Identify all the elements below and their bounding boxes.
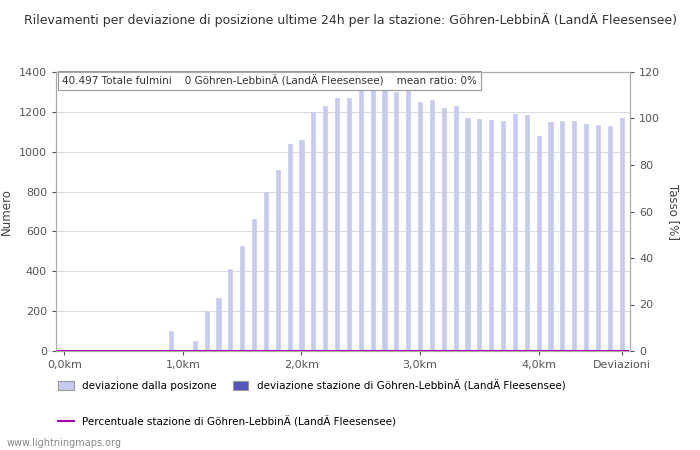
Y-axis label: Numero: Numero — [0, 188, 13, 235]
Bar — [264, 192, 268, 351]
Bar — [312, 112, 316, 351]
Bar — [347, 98, 351, 351]
Text: Rilevamenti per deviazione di posizione ultime 24h per la stazione: Göhren-Lebbi: Rilevamenti per deviazione di posizione … — [24, 14, 676, 27]
Bar — [501, 121, 505, 351]
Legend: deviazione dalla posizone, deviazione stazione di Göhren-LebbinÄ (LandÄ Fleesens: deviazione dalla posizone, deviazione st… — [54, 376, 570, 395]
Bar — [252, 220, 256, 351]
Bar — [454, 106, 458, 351]
Bar — [300, 140, 304, 351]
Bar — [358, 90, 363, 351]
Bar — [193, 341, 197, 351]
Bar — [596, 125, 600, 351]
Bar — [323, 106, 328, 351]
Bar — [584, 124, 588, 351]
Text: 40.497 Totale fulmini    0 Göhren-LebbinÄ (LandÄ Fleesensee)    mean ratio: 0%: 40.497 Totale fulmini 0 Göhren-LebbinÄ (… — [62, 75, 477, 86]
Bar — [228, 269, 232, 351]
Bar — [335, 98, 339, 351]
Bar — [216, 298, 221, 351]
Bar — [489, 120, 493, 351]
Bar — [549, 122, 552, 351]
Bar — [169, 331, 173, 351]
Bar — [418, 102, 422, 351]
Bar — [466, 118, 470, 351]
Bar — [572, 121, 576, 351]
Y-axis label: Tasso [%]: Tasso [%] — [666, 184, 680, 239]
Bar — [134, 350, 137, 351]
Bar — [204, 311, 209, 351]
Bar — [370, 88, 374, 351]
Bar — [560, 121, 564, 351]
Bar — [537, 136, 541, 351]
Legend: Percentuale stazione di Göhren-LebbinÄ (LandÄ Fleesensee): Percentuale stazione di Göhren-LebbinÄ (… — [54, 412, 400, 431]
Bar — [525, 115, 529, 351]
Bar — [240, 247, 244, 351]
Bar — [288, 144, 292, 351]
Bar — [406, 90, 410, 351]
Bar — [276, 170, 280, 351]
Bar — [382, 84, 386, 351]
Bar — [394, 92, 398, 351]
Bar — [477, 119, 482, 351]
Text: www.lightningmaps.org: www.lightningmaps.org — [7, 438, 122, 448]
Bar — [442, 108, 446, 351]
Bar — [430, 100, 434, 351]
Bar — [620, 118, 624, 351]
Bar — [608, 126, 612, 351]
Bar — [513, 114, 517, 351]
